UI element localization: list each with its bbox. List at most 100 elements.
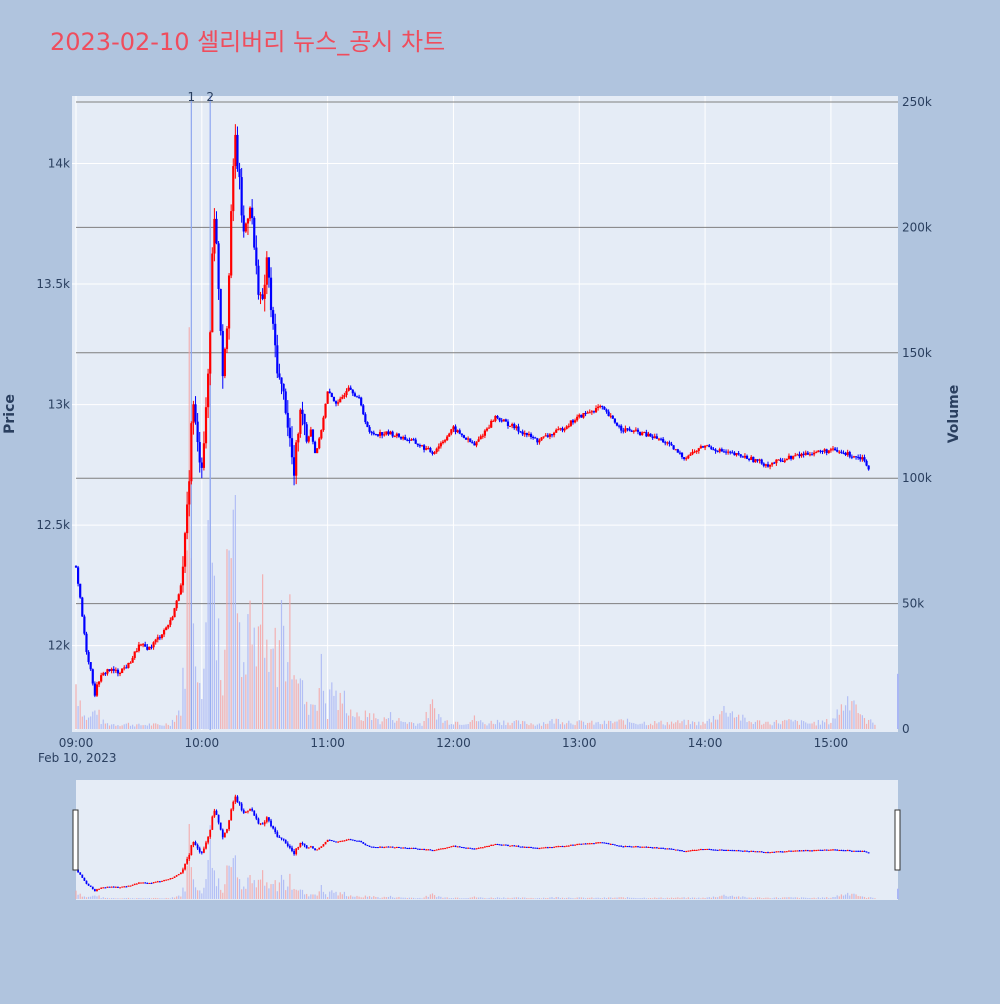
slider-volume-bar bbox=[712, 896, 715, 899]
slider-candle bbox=[314, 848, 316, 851]
price-candle bbox=[76, 567, 80, 584]
range-slider-right-handle[interactable] bbox=[894, 809, 901, 871]
volume-bar bbox=[129, 725, 132, 729]
slider-volume-bar bbox=[368, 896, 371, 899]
slider-volume-bar bbox=[312, 894, 314, 899]
volume-bar bbox=[616, 721, 618, 729]
slider-volume-bar bbox=[809, 897, 811, 899]
volume-bar bbox=[727, 716, 729, 729]
slider-volume-bar bbox=[186, 865, 188, 899]
volume-bar bbox=[104, 723, 106, 729]
price-candle bbox=[603, 407, 606, 410]
price-candle bbox=[370, 431, 373, 433]
price-candle bbox=[641, 432, 644, 436]
price-candle bbox=[144, 644, 147, 647]
slider-volume-bar bbox=[803, 897, 805, 899]
slider-volume-bar bbox=[775, 897, 777, 899]
slider-candle bbox=[842, 850, 845, 852]
slider-candle bbox=[265, 817, 268, 822]
volume-bar bbox=[406, 723, 408, 729]
volume-bar bbox=[431, 699, 434, 729]
volume-gridlines bbox=[76, 101, 898, 605]
slider-candle bbox=[362, 842, 365, 844]
slider-volume-bar bbox=[553, 897, 555, 899]
price-candle bbox=[366, 422, 369, 428]
slider-candle bbox=[697, 849, 700, 851]
price-candle bbox=[167, 624, 170, 628]
slider-volume-bar bbox=[847, 892, 849, 899]
price-candle bbox=[609, 415, 612, 417]
slider-candle bbox=[144, 882, 147, 884]
volume-bar bbox=[440, 717, 442, 729]
slider-volume-bar bbox=[828, 898, 830, 899]
volume-bar bbox=[436, 719, 438, 729]
slider-candle bbox=[702, 849, 704, 851]
slider-volume-bar bbox=[81, 896, 83, 899]
price-candle bbox=[165, 627, 168, 631]
volume-bar bbox=[241, 677, 243, 729]
volume-bar bbox=[452, 724, 455, 729]
price-candle bbox=[748, 458, 751, 460]
volume-bar bbox=[700, 725, 702, 729]
volume-bar bbox=[314, 704, 316, 729]
volume-bar bbox=[547, 723, 549, 729]
slider-volume-bar bbox=[75, 890, 77, 899]
slider-candle bbox=[748, 851, 751, 853]
price-candle bbox=[565, 426, 568, 429]
slider-volume-bar bbox=[327, 897, 329, 899]
price-candle bbox=[534, 437, 537, 439]
volume-bar bbox=[167, 724, 169, 729]
price-candle bbox=[634, 429, 637, 431]
slider-candle bbox=[198, 848, 201, 852]
slider-candle bbox=[261, 823, 264, 825]
slider-candle bbox=[672, 848, 675, 850]
price-candle bbox=[446, 436, 449, 441]
price-candle bbox=[227, 275, 231, 329]
y2-tick-label: 200k bbox=[902, 220, 932, 234]
price-candle bbox=[171, 617, 174, 621]
slider-volume-bar bbox=[859, 896, 861, 899]
slider-volume-bar bbox=[270, 884, 272, 899]
volume-bar bbox=[549, 720, 551, 729]
slider-candle bbox=[167, 879, 170, 881]
volume-bar bbox=[803, 721, 805, 729]
volume-bar bbox=[580, 720, 582, 729]
slider-candle bbox=[221, 829, 224, 838]
y2-tick-label: 50k bbox=[902, 597, 924, 611]
volume-bar bbox=[211, 562, 213, 729]
price-candle bbox=[840, 451, 843, 453]
slider-volume-bar bbox=[519, 898, 522, 899]
slider-volume-bar bbox=[614, 897, 616, 899]
slider-candle bbox=[148, 882, 151, 884]
slider-candle bbox=[750, 850, 753, 852]
slider-candle bbox=[662, 847, 665, 849]
slider-candle bbox=[458, 846, 461, 848]
slider-candle bbox=[802, 850, 805, 852]
volume-bar bbox=[364, 710, 366, 729]
volume-bar bbox=[484, 724, 486, 729]
slider-candle bbox=[582, 843, 585, 845]
volume-bar bbox=[238, 622, 241, 729]
volume-bar bbox=[396, 720, 398, 729]
slider-candle bbox=[117, 886, 119, 888]
slider-volume-bar bbox=[169, 898, 171, 899]
price-candle bbox=[269, 277, 273, 311]
volume-bar bbox=[127, 722, 130, 729]
slider-volume-bar bbox=[425, 895, 427, 899]
slider-candle bbox=[502, 844, 505, 846]
price-candle bbox=[695, 450, 698, 452]
slider-candle bbox=[255, 815, 258, 819]
price-candle bbox=[718, 449, 721, 452]
price-candle bbox=[238, 168, 241, 178]
slider-volume-bar bbox=[106, 897, 109, 899]
volume-bar bbox=[536, 724, 538, 729]
range-slider-left-handle[interactable] bbox=[72, 809, 79, 871]
range-slider[interactable] bbox=[76, 780, 898, 900]
slider-candle bbox=[165, 879, 168, 881]
slider-volume-bar bbox=[457, 897, 459, 899]
slider-candle bbox=[691, 850, 694, 852]
price-candle bbox=[693, 451, 696, 453]
slider-volume-bar bbox=[689, 898, 692, 899]
slider-volume-bar bbox=[826, 897, 828, 899]
